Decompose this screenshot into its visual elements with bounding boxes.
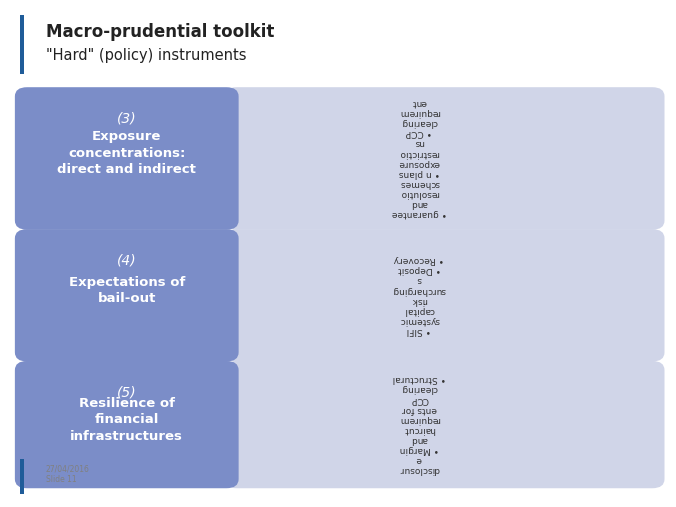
Text: • n plans: • n plans (399, 169, 439, 178)
Text: (4): (4) (117, 254, 137, 268)
Text: ents for: ents for (402, 405, 437, 414)
Text: restrictio: restrictio (399, 149, 439, 158)
Text: and: and (410, 199, 428, 208)
Text: clearing: clearing (401, 384, 437, 393)
Text: exposure: exposure (398, 159, 440, 168)
FancyBboxPatch shape (15, 361, 239, 488)
Text: Exposure
concentrations:
direct and indirect: Exposure concentrations: direct and indi… (57, 130, 196, 176)
Text: systemic: systemic (399, 316, 439, 325)
Text: risk: risk (411, 296, 427, 305)
Bar (20, 15, 24, 74)
FancyBboxPatch shape (224, 229, 665, 361)
Text: CCP: CCP (410, 394, 428, 404)
Text: haircut: haircut (404, 425, 435, 434)
Text: "Hard" (policy) instruments: "Hard" (policy) instruments (46, 48, 247, 63)
Text: (5): (5) (117, 385, 137, 400)
Text: • guarantee: • guarantee (391, 209, 447, 219)
Text: • Margin: • Margin (400, 445, 439, 454)
Text: • CCP: • CCP (406, 128, 432, 137)
Text: • Structural: • Structural (393, 374, 445, 383)
Text: Resilience of
financial
infrastructures: Resilience of financial infrastructures (70, 396, 183, 443)
FancyBboxPatch shape (224, 361, 665, 488)
Text: clearing: clearing (401, 118, 437, 127)
Text: requirem: requirem (399, 415, 439, 424)
FancyBboxPatch shape (15, 229, 239, 361)
Text: (3): (3) (117, 112, 137, 126)
Text: and: and (410, 435, 428, 444)
Text: Macro-prudential toolkit: Macro-prudential toolkit (46, 23, 274, 41)
Text: surcharging: surcharging (392, 285, 446, 295)
Text: e: e (416, 455, 422, 464)
Text: resolutio: resolutio (400, 189, 439, 198)
Text: schemes: schemes (399, 179, 439, 188)
Text: Slide 11: Slide 11 (46, 475, 76, 484)
Text: • Deposit: • Deposit (397, 265, 441, 274)
Bar (20, 459, 24, 494)
Text: Expectations of
bail-out: Expectations of bail-out (68, 275, 185, 305)
Text: ent: ent (412, 98, 427, 107)
Text: • SIFI: • SIFI (407, 326, 431, 335)
FancyBboxPatch shape (224, 87, 665, 230)
Text: s: s (417, 275, 421, 284)
Text: • Recovery: • Recovery (394, 255, 444, 264)
Text: requirem: requirem (399, 108, 439, 117)
Text: capital: capital (404, 306, 435, 315)
Text: ns: ns (414, 138, 425, 148)
Text: disclosur: disclosur (399, 465, 439, 475)
Text: 27/04/2016: 27/04/2016 (46, 465, 90, 474)
FancyBboxPatch shape (15, 87, 239, 230)
